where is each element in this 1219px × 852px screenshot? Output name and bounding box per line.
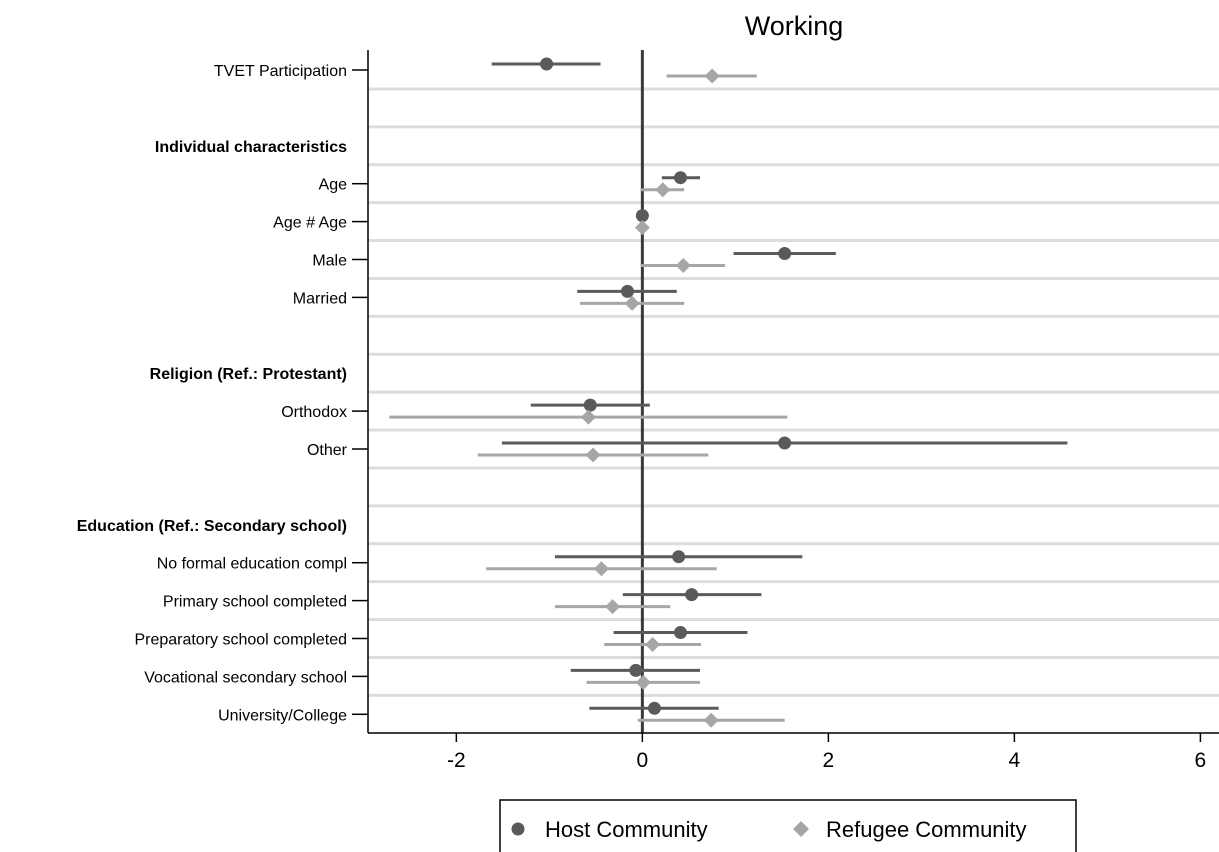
x-axis-ticks: -2 0 2 4 6 bbox=[447, 733, 1206, 772]
row-label-age: Age bbox=[319, 177, 348, 194]
row-label-other: Other bbox=[307, 442, 348, 459]
legend-box bbox=[499, 799, 1077, 852]
refugee-point-tvet-participation bbox=[704, 68, 720, 84]
row-label-orthodox: Orthodox bbox=[281, 404, 347, 421]
row-label-male: Male bbox=[312, 253, 347, 270]
host-point-other bbox=[778, 436, 792, 450]
legend: Host Community Refugee Community bbox=[499, 799, 1077, 852]
refugee-point-age-age bbox=[634, 220, 650, 236]
row-label-age-age: Age # Age bbox=[273, 215, 347, 232]
legend-refugee-label: Refugee Community bbox=[826, 817, 1027, 842]
gridlines bbox=[368, 87, 1219, 697]
section-header-religion-ref-protestant: Religion (Ref.: Protestant) bbox=[150, 366, 347, 383]
host-point-vocational-secondary-school bbox=[629, 663, 643, 677]
host-point-university-college bbox=[647, 701, 661, 715]
refugee-point-primary-school-completed bbox=[605, 599, 621, 615]
row-label-tvet-participation: TVET Participation bbox=[214, 63, 347, 80]
host-point-married bbox=[620, 284, 634, 298]
host-point-age-age bbox=[635, 209, 649, 223]
legend-host-label: Host Community bbox=[545, 817, 708, 842]
x-tick-label: 0 bbox=[637, 749, 649, 772]
chart-title: Working bbox=[745, 11, 844, 41]
row-label-primary-school-completed: Primary school completed bbox=[163, 594, 347, 611]
legend-host-marker bbox=[511, 822, 525, 836]
host-point-preparatory-school-completed bbox=[673, 626, 687, 639]
estimate-marks bbox=[389, 57, 1068, 728]
host-point-no-formal-education-compl bbox=[672, 550, 686, 564]
row-label-married: Married bbox=[293, 290, 347, 307]
row-labels: TVET Participation Individual characteris… bbox=[77, 63, 348, 724]
refugee-point-preparatory-school-completed bbox=[645, 637, 661, 652]
row-label-university-college: University/College bbox=[218, 707, 347, 724]
refugee-point-other bbox=[585, 447, 601, 463]
x-tick-label: 4 bbox=[1009, 749, 1021, 772]
host-point-tvet-participation bbox=[540, 57, 554, 71]
row-label-no-formal-education-compl: No formal education compl bbox=[157, 556, 347, 573]
section-header-education-ref-secondary-school: Education (Ref.: Secondary school) bbox=[77, 518, 347, 535]
refugee-point-orthodox bbox=[580, 409, 596, 425]
refugee-point-married bbox=[624, 295, 640, 311]
x-tick-label: -2 bbox=[447, 749, 466, 772]
legend-refugee-marker bbox=[793, 821, 809, 837]
refugee-point-university-college bbox=[703, 712, 719, 728]
axes bbox=[352, 50, 1219, 734]
row-label-preparatory-school-completed: Preparatory school completed bbox=[134, 632, 347, 649]
host-point-primary-school-completed bbox=[685, 588, 699, 602]
host-point-male bbox=[778, 247, 792, 260]
x-tick-label: 6 bbox=[1195, 749, 1207, 772]
host-point-age bbox=[673, 171, 687, 185]
x-tick-label: 2 bbox=[823, 749, 835, 772]
section-header-individual-characteristics: Individual characteristics bbox=[155, 139, 347, 156]
host-point-orthodox bbox=[583, 398, 597, 412]
refugee-point-vocational-secondary-school bbox=[635, 674, 651, 690]
refugee-point-male bbox=[675, 258, 691, 273]
refugee-point-no-formal-education-compl bbox=[593, 561, 609, 577]
row-label-vocational-secondary-school: Vocational secondary school bbox=[144, 669, 347, 686]
refugee-point-age bbox=[655, 182, 671, 198]
